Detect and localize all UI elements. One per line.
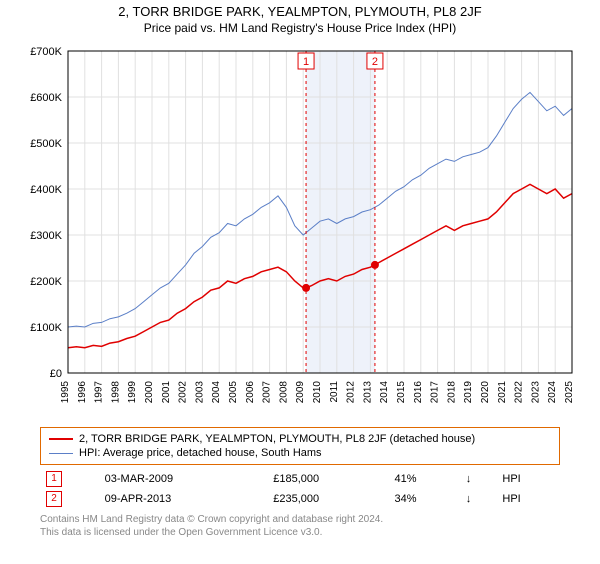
y-tick-label: £100K: [30, 322, 62, 334]
y-tick-label: £0: [50, 368, 62, 380]
transaction-price: £235,000: [267, 489, 388, 509]
transaction-row: 1 03-MAR-2009£185,00041%↓HPI: [40, 469, 560, 489]
transaction-num-cell: 1: [40, 469, 99, 489]
x-tick-label: 1998: [110, 381, 121, 404]
y-tick-label: £300K: [30, 230, 62, 242]
x-tick-label: 2025: [564, 381, 575, 404]
x-tick-label: 2022: [514, 381, 525, 404]
x-tick-label: 2013: [362, 381, 373, 404]
legend-row: 2, TORR BRIDGE PARK, YEALMPTON, PLYMOUTH…: [49, 432, 551, 446]
transaction-vs: HPI: [496, 489, 560, 509]
x-tick-label: 2023: [530, 381, 541, 404]
y-tick-label: £700K: [30, 46, 62, 58]
x-tick-label: 2019: [463, 381, 474, 404]
marker-num: 2: [372, 56, 378, 68]
transaction-date: 09-APR-2013: [99, 489, 268, 509]
x-tick-label: 2016: [413, 381, 424, 404]
x-tick-label: 1995: [60, 381, 71, 404]
line-chart-svg: £0 £100K £200K £300K £400K £500K £600K £700K 199…: [20, 41, 580, 421]
y-tick-label: £500K: [30, 138, 62, 150]
transaction-num-cell: 2: [40, 489, 99, 509]
legend-swatch: [49, 438, 73, 440]
transaction-num-box: 2: [46, 491, 62, 507]
x-tick-label: 2006: [245, 381, 256, 404]
x-tick-label: 2009: [295, 381, 306, 404]
legend-swatch: [49, 453, 73, 454]
x-tick-label: 2018: [446, 381, 457, 404]
marker-dot: [302, 284, 310, 292]
footer-text: Contains HM Land Registry data © Crown c…: [40, 513, 560, 539]
legend-label: HPI: Average price, detached house, Sout…: [79, 447, 322, 459]
y-tick-label: £400K: [30, 184, 62, 196]
transaction-price: £185,000: [267, 469, 388, 489]
transactions-table: 1 03-MAR-2009£185,00041%↓HPI 2 09-APR-2013£…: [40, 469, 560, 509]
footer-line-1: Contains HM Land Registry data © Crown c…: [40, 513, 560, 526]
transaction-pct: 41%: [388, 469, 459, 489]
x-tick-label: 1999: [127, 381, 138, 404]
x-tick-label: 2014: [379, 381, 390, 404]
x-tick-label: 2024: [547, 381, 558, 404]
x-tick-label: 2021: [497, 381, 508, 404]
x-tick-label: 1996: [77, 381, 88, 404]
footer-line-2: This data is licensed under the Open Gov…: [40, 526, 560, 539]
marker-num: 1: [303, 56, 309, 68]
x-tick-label: 2003: [194, 381, 205, 404]
chart-title: 2, TORR BRIDGE PARK, YEALMPTON, PLYMOUTH…: [0, 4, 600, 19]
transaction-vs: HPI: [496, 469, 560, 489]
shaded-band: [306, 51, 375, 373]
y-tick-label: £200K: [30, 276, 62, 288]
x-tick-label: 2005: [228, 381, 239, 404]
x-tick-label: 2004: [211, 381, 222, 404]
transaction-arrow: ↓: [460, 469, 497, 489]
x-tick-label: 1997: [94, 381, 105, 404]
x-tick-label: 2020: [480, 381, 491, 404]
transaction-pct: 34%: [388, 489, 459, 509]
transaction-row: 2 09-APR-2013£235,00034%↓HPI: [40, 489, 560, 509]
x-tick-label: 2010: [312, 381, 323, 404]
x-tick-label: 2015: [396, 381, 407, 404]
x-tick-label: 2001: [161, 381, 172, 404]
x-tick-label: 2012: [346, 381, 357, 404]
marker-dot: [371, 261, 379, 269]
x-tick-label: 2011: [329, 381, 340, 403]
transaction-num-box: 1: [46, 471, 62, 487]
legend-label: 2, TORR BRIDGE PARK, YEALMPTON, PLYMOUTH…: [79, 433, 475, 445]
x-tick-label: 2008: [278, 381, 289, 404]
legend-row: HPI: Average price, detached house, Sout…: [49, 446, 551, 460]
transaction-date: 03-MAR-2009: [99, 469, 268, 489]
x-tick-label: 2007: [262, 381, 273, 404]
x-tick-label: 2002: [178, 381, 189, 404]
x-tick-label: 2000: [144, 381, 155, 404]
chart-area: £0 £100K £200K £300K £400K £500K £600K £700K 199…: [20, 41, 580, 421]
x-tick-label: 2017: [430, 381, 441, 404]
legend: 2, TORR BRIDGE PARK, YEALMPTON, PLYMOUTH…: [40, 427, 560, 465]
y-tick-label: £600K: [30, 92, 62, 104]
chart-subtitle: Price paid vs. HM Land Registry's House …: [0, 21, 600, 35]
transaction-arrow: ↓: [460, 489, 497, 509]
